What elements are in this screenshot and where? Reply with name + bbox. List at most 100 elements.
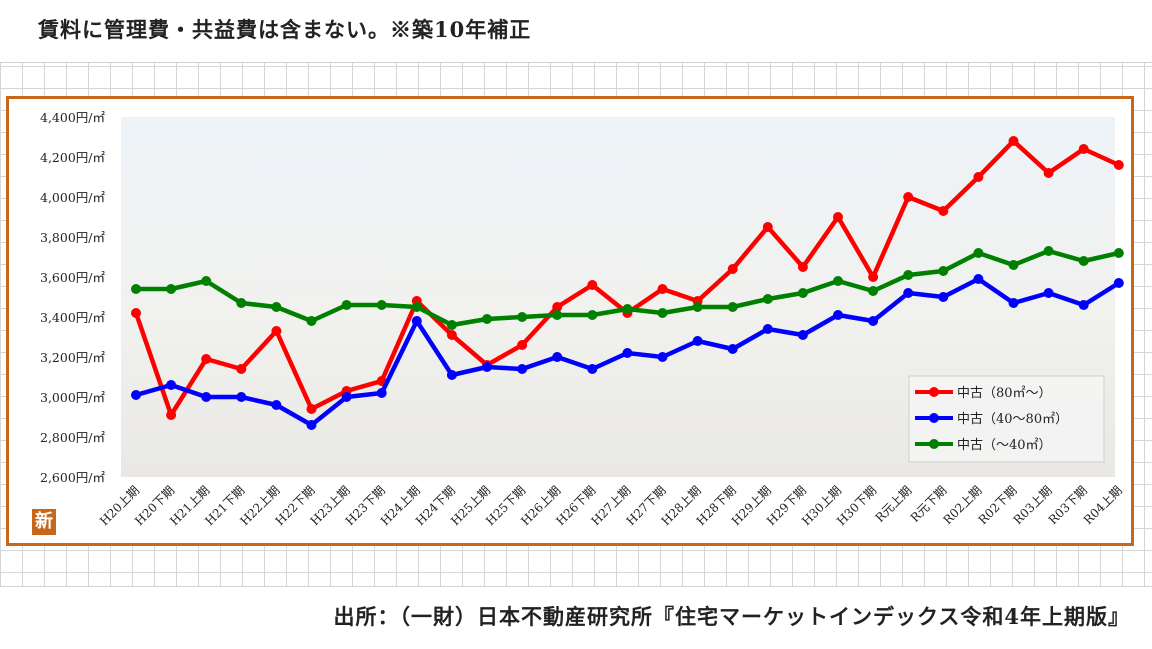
series-1-point [517, 340, 528, 350]
series-3-point [446, 320, 457, 330]
y-tick-label: 2,600円/㎡ [40, 470, 105, 485]
series-1-point [166, 410, 177, 420]
series-3-point [306, 316, 317, 326]
header-note: 賃料に管理費・共益費は含まない。※築10年補正 [38, 17, 532, 42]
series-2-point [762, 324, 773, 334]
series-3-point [411, 302, 422, 312]
series-3-point [692, 302, 703, 312]
header-band: 賃料に管理費・共益費は含まない。※築10年補正 [0, 0, 1152, 63]
series-1-point [236, 364, 247, 374]
series-1-point [797, 262, 808, 272]
series-1-point [657, 284, 668, 294]
series-1-point [446, 330, 457, 340]
series-1-point [938, 206, 949, 216]
legend-label-2: 中古（40～80㎡） [957, 412, 1068, 427]
series-2-point [903, 288, 914, 298]
series-2-point [868, 316, 879, 326]
series-2-point [517, 364, 528, 374]
legend-marker-3 [929, 439, 939, 449]
legend-marker-2 [929, 413, 939, 423]
series-3-point [797, 288, 808, 298]
series-2-point [271, 400, 282, 410]
series-2-point [131, 390, 141, 400]
y-tick-label: 4,400円/㎡ [40, 110, 105, 125]
y-tick-label: 2,800円/㎡ [40, 430, 105, 445]
series-1-point [1113, 160, 1124, 170]
series-1-point [271, 326, 282, 336]
series-1-point [903, 192, 914, 202]
series-1-point [1043, 168, 1054, 178]
series-1-point [201, 354, 212, 364]
series-3-point [1078, 256, 1089, 266]
series-1-point [1078, 144, 1089, 154]
series-3-point [482, 314, 492, 324]
series-2-point [446, 370, 457, 380]
y-tick-label: 3,400円/㎡ [40, 310, 105, 325]
series-2-point [727, 344, 738, 354]
series-1-point [762, 222, 773, 232]
series-1-point [552, 302, 563, 312]
series-3-point [236, 298, 247, 308]
series-2-point [201, 392, 212, 402]
series-3-point [973, 248, 984, 258]
series-3-point [1113, 248, 1124, 258]
y-tick-label: 4,000円/㎡ [40, 190, 105, 205]
series-3-point [587, 310, 598, 320]
source-note: 出所：（一財）日本不動産研究所『住宅マーケットインデックス令和4年上期版』 [333, 604, 1130, 629]
series-1-point [727, 264, 738, 274]
series-2-point [1008, 298, 1019, 308]
y-tick-label: 3,000円/㎡ [40, 390, 105, 405]
series-1-point [131, 308, 141, 318]
series-1-point [587, 280, 598, 290]
series-2-point [587, 364, 598, 374]
y-tick-label: 3,600円/㎡ [40, 270, 105, 285]
series-2-point [1078, 300, 1089, 310]
series-3-point [1008, 260, 1019, 270]
series-3-point [868, 286, 879, 296]
series-2-point [306, 420, 317, 430]
series-1-point [868, 272, 879, 282]
series-2-point [411, 316, 422, 326]
series-3-point [938, 266, 949, 276]
series-3-point [552, 310, 563, 320]
series-3-point [131, 284, 141, 294]
series-2-point [833, 310, 843, 320]
series-1-point [833, 212, 843, 222]
series-1-point [973, 172, 984, 182]
series-2-point [973, 274, 984, 284]
series-2-point [341, 392, 352, 402]
series-3-point [833, 276, 843, 286]
series-2-point [692, 336, 703, 346]
series-3-point [271, 302, 282, 312]
series-3-point [657, 308, 668, 318]
x-tick-label: R04上期 [1081, 483, 1125, 527]
series-2-point [1043, 288, 1054, 298]
legend-label-3: 中古（～40㎡） [957, 438, 1052, 453]
series-3-point [341, 300, 352, 310]
x-tick-label: R元上期 [873, 483, 915, 525]
series-1-point [1008, 136, 1019, 146]
series-3-point [903, 270, 914, 280]
series-3-point [517, 312, 528, 322]
series-3-point [201, 276, 212, 286]
chart-frame: 2,600円/㎡ 2,800円/㎡ 3,000円/㎡ 3,200円/㎡ 3,400円/㎡… [6, 96, 1134, 546]
series-1-point [306, 404, 317, 414]
series-2-point [552, 352, 563, 362]
series-3-point [166, 284, 177, 294]
y-tick-label: 3,800円/㎡ [40, 230, 105, 245]
series-2-point [797, 330, 808, 340]
series-2-point [938, 292, 949, 302]
chart-area: 2,600円/㎡ 2,800円/㎡ 3,000円/㎡ 3,200円/㎡ 3,400円/㎡… [40, 110, 1125, 528]
series-3-point [622, 304, 633, 314]
series-3-point [762, 294, 773, 304]
series-2-point [657, 352, 668, 362]
series-2-point [236, 392, 247, 402]
footer-band: 出所：（一財）日本不動産研究所『住宅マーケットインデックス令和4年上期版』 [0, 586, 1152, 649]
new-badge-logo: 新 [32, 509, 56, 535]
series-2-point [376, 388, 387, 398]
legend-marker-1 [929, 387, 939, 397]
series-2-point [166, 380, 177, 390]
legend-label-1: 中古（80㎡～） [957, 386, 1052, 401]
series-2-point [482, 362, 492, 372]
series-3-point [376, 300, 387, 310]
